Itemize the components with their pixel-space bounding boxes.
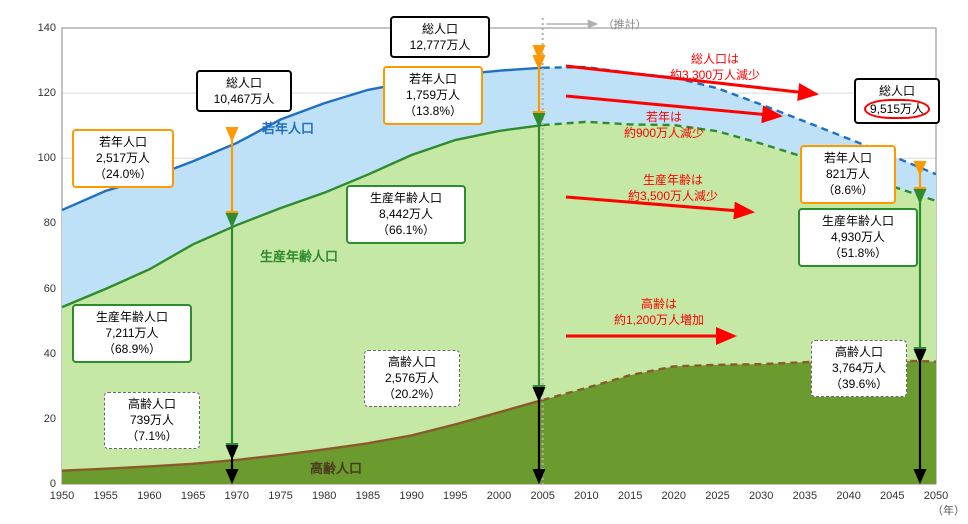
y-tick-140: 140 xyxy=(26,22,56,34)
x-tick-1965: 1965 xyxy=(181,490,205,502)
x-axis-label: （年） xyxy=(932,502,965,518)
x-tick-2035: 2035 xyxy=(793,490,817,502)
projection-label: （推計） xyxy=(603,16,647,32)
callout-youth-2050: 若年人口821万人（8.6%） xyxy=(800,145,896,204)
y-tick-80: 80 xyxy=(26,217,56,229)
annotation-t-youth: 若年は約900万人減少 xyxy=(624,110,704,141)
x-tick-2000: 2000 xyxy=(487,490,511,502)
x-tick-2025: 2025 xyxy=(705,490,729,502)
region-label-rl-elderly: 高齢人口 xyxy=(310,458,362,477)
y-tick-100: 100 xyxy=(26,152,56,164)
y-tick-60: 60 xyxy=(26,283,56,295)
y-tick-0: 0 xyxy=(26,478,56,490)
annotation-t-elderly: 高齢は約1,200万人増加 xyxy=(614,297,704,328)
x-tick-2045: 2045 xyxy=(880,490,904,502)
x-tick-1990: 1990 xyxy=(399,490,423,502)
y-tick-20: 20 xyxy=(26,413,56,425)
y-tick-40: 40 xyxy=(26,348,56,360)
region-label-rl-youth: 若年人口 xyxy=(262,118,314,137)
x-tick-2005: 2005 xyxy=(530,490,554,502)
x-tick-1970: 1970 xyxy=(225,490,249,502)
x-tick-1975: 1975 xyxy=(268,490,292,502)
callout-elderly-2050: 高齢人口3,764万人（39.6%） xyxy=(811,340,907,397)
callout-working-2005: 生産年齢人口8,442万人（66.1%） xyxy=(346,185,466,244)
callout-elderly-1970: 高齢人口739万人（7.1%） xyxy=(104,392,200,449)
callout-working-2050: 生産年齢人口4,930万人（51.8%） xyxy=(798,208,918,267)
x-tick-2050: 2050 xyxy=(924,490,948,502)
callout-elderly-2005: 高齢人口2,576万人（20.2%） xyxy=(364,350,460,407)
y-tick-120: 120 xyxy=(26,87,56,99)
callout-youth-1970: 若年人口2,517万人（24.0%） xyxy=(72,129,174,188)
callout-total-2050: 総人口9,515万人 xyxy=(854,78,940,124)
callout-total-1970: 総人口10,467万人 xyxy=(196,70,292,112)
x-tick-1955: 1955 xyxy=(93,490,117,502)
population-stacked-area-chart: 0204060801001201401950195519601965197019… xyxy=(10,10,958,514)
x-tick-1985: 1985 xyxy=(356,490,380,502)
annotation-t-working: 生産年齢は約3,500万人減少 xyxy=(628,173,718,204)
x-tick-2015: 2015 xyxy=(618,490,642,502)
x-tick-1980: 1980 xyxy=(312,490,336,502)
x-tick-1950: 1950 xyxy=(50,490,74,502)
annotation-t-total: 総人口は約3,300万人減少 xyxy=(670,52,760,83)
callout-youth-2005: 若年人口1,759万人（13.8%） xyxy=(383,66,483,125)
callout-total-2005: 総人口12,777万人 xyxy=(390,16,490,58)
region-label-rl-working: 生産年齢人口 xyxy=(260,246,338,265)
x-tick-1995: 1995 xyxy=(443,490,467,502)
x-tick-2030: 2030 xyxy=(749,490,773,502)
x-tick-2040: 2040 xyxy=(836,490,860,502)
x-tick-2020: 2020 xyxy=(662,490,686,502)
callout-working-1970: 生産年齢人口7,211万人（68.9%） xyxy=(72,304,192,363)
x-tick-1960: 1960 xyxy=(137,490,161,502)
x-tick-2010: 2010 xyxy=(574,490,598,502)
